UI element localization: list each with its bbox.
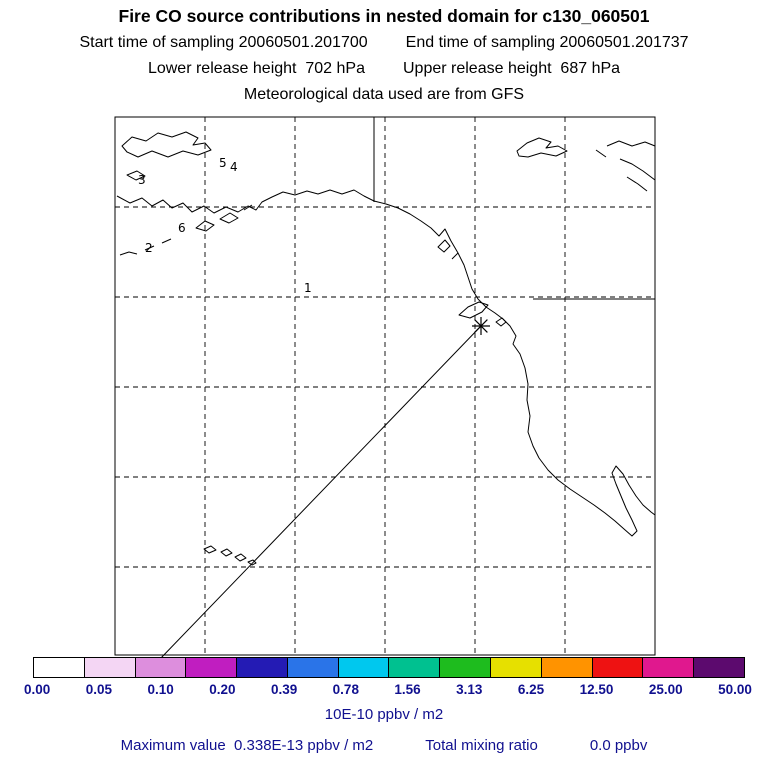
colorbar-tick-label: 0.10 (147, 682, 174, 697)
colorbar-cell (540, 658, 592, 677)
colorbar-cell (83, 658, 135, 677)
colorbar-units: 10E-10 ppbv / m2 (324, 706, 444, 723)
trajectory-line (159, 325, 482, 660)
start-time-text: Start time of sampling 20060501.201700 (79, 34, 368, 51)
lower-release-text: Lower release height 702 hPa (147, 60, 365, 77)
colorbar-tick-label: 0.20 (209, 682, 236, 697)
colorbar-tick-label: 50.00 (718, 682, 752, 697)
figure-title: Fire CO source contributions in nested d… (118, 6, 650, 26)
colorbar-tick-label: 1.56 (394, 682, 421, 697)
colorbar-tick-label: 3.13 (456, 682, 483, 697)
colorbar-tick-label: 0.78 (332, 682, 359, 697)
colorbar-tick-label: 0.39 (270, 682, 298, 697)
source-marker-asterisk (472, 317, 490, 335)
release-heights-row: Lower release height 702 hPa Upper relea… (0, 60, 768, 78)
colorbar (33, 657, 745, 678)
map-point-label: 4 (230, 160, 238, 174)
colorbar-cell (642, 658, 694, 677)
colorbar-cell (337, 658, 389, 677)
map-point-label: 5 (219, 156, 227, 170)
colorbar-tick-label: 0.05 (85, 682, 113, 697)
colorbar-labels: 0.00 0.05 0.10 0.20 0.39 0.78 1.56 3.13 6.25 12.5… (24, 682, 752, 697)
map-point-label: 3 (138, 173, 146, 187)
colorbar-cell (439, 658, 491, 677)
colorbar-cell (286, 658, 338, 677)
map-point-label: 6 (178, 221, 186, 235)
map-frame (114, 116, 656, 656)
coastline-north-alaska (121, 131, 212, 181)
met-data-text: Meteorological data used are from GFS (243, 86, 525, 103)
max-value-text: Maximum value 0.338E-13 ppbv / m2 (120, 737, 374, 754)
end-time-text: End time of sampling 20060501.201737 (405, 34, 689, 51)
islands-southeast-alaska (437, 239, 459, 260)
colorbar-cell (134, 658, 186, 677)
colorbar-cell (490, 658, 541, 677)
map-point-label: 2 (145, 241, 153, 255)
coastline-arctic (516, 137, 656, 192)
footer-stats: Maximum value 0.338E-13 ppbv / m2 Total … (0, 737, 768, 754)
colorbar-cell (693, 658, 744, 677)
islands-hawaii (203, 545, 257, 566)
map-point-label: 1 (304, 281, 312, 295)
colorbar-cell (388, 658, 440, 677)
colorbar-tick-label: 6.25 (517, 682, 545, 697)
colorbar-tick-label: 12.50 (579, 682, 614, 697)
colorbar-cell (591, 658, 643, 677)
islands-vancouver (458, 301, 507, 327)
upper-release-text: Upper release height 687 hPa (403, 60, 621, 77)
colorbar-tick-label: 25.00 (648, 682, 683, 697)
colorbar-cell (34, 658, 84, 677)
total-mixing-label: Total mixing ratio (425, 737, 538, 754)
colorbar-cell (236, 658, 287, 677)
graticule-grid (115, 117, 655, 655)
coastline-main (116, 189, 656, 537)
total-mixing-value: 0.0 ppbv (589, 737, 648, 754)
islands-aleutian (119, 204, 253, 256)
colorbar-cell (185, 658, 237, 677)
sampling-times-row: Start time of sampling 20060501.201700 E… (0, 34, 768, 52)
colorbar-tick-label: 0.00 (24, 682, 51, 697)
